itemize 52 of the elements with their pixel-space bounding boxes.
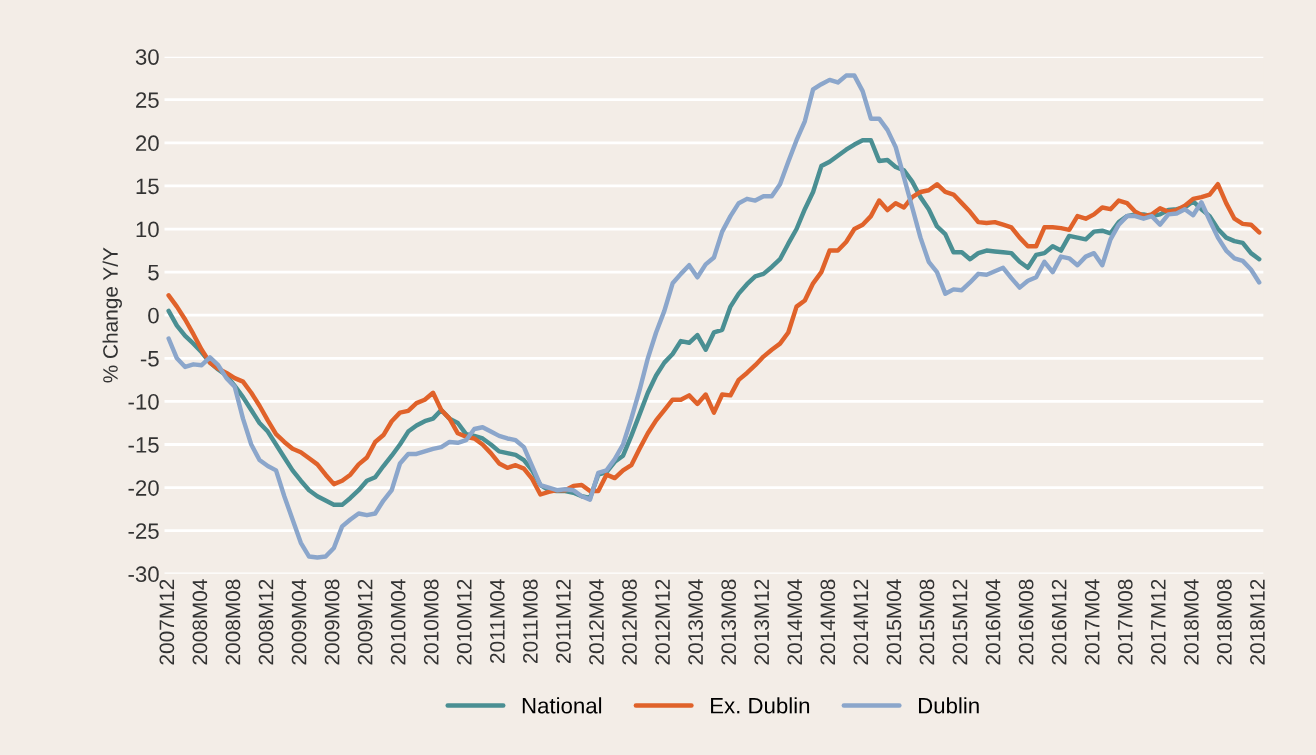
x-tick-label: 2012M04 (589, 579, 604, 665)
x-tick-label: 2017M08 (1117, 579, 1133, 665)
x-tick-label: 2015M12 (952, 579, 968, 665)
x-tick-label: 2017M12 (1150, 579, 1166, 665)
x-tick-label: 2011M12 (556, 579, 571, 663)
x-tick-label: 2014M04 (787, 579, 803, 665)
x-tick-label: 2013M04 (688, 579, 703, 665)
x-tick-label: 2010M12 (456, 579, 472, 665)
x-tick-label: 2011M04 (489, 579, 505, 663)
y-tick-label: -5 (140, 351, 159, 367)
x-tick-label: 2009M04 (291, 579, 307, 665)
x-tick-label: 2012M08 (622, 579, 637, 665)
x-tick-label: 2008M04 (192, 579, 208, 665)
y-tick-label: 0 (148, 307, 159, 324)
line-series (166, 73, 1262, 560)
y-tick-label: 10 (136, 221, 159, 238)
y-tick-label: -30 (128, 566, 159, 583)
x-tick-label: 2014M12 (853, 579, 869, 665)
y-tick-label: -25 (128, 523, 159, 539)
y-tick-label: 25 (136, 92, 159, 108)
x-tick-label: 2013M12 (754, 579, 770, 665)
y-tick-label: 20 (136, 135, 159, 152)
x-tick-label: 2013M08 (721, 579, 737, 665)
x-tick-label: 2010M04 (390, 579, 406, 665)
x-tick-label: 2016M08 (1018, 579, 1034, 665)
x-tick-label: 2009M12 (357, 579, 373, 665)
x-tick-label: 2015M04 (886, 579, 902, 665)
x-tick-label: 2008M12 (258, 579, 274, 665)
x-tick-label: 2016M12 (1051, 579, 1067, 665)
y-tick-label: -20 (128, 480, 159, 496)
y-tick-label: 15 (136, 178, 159, 195)
y-tick-label: -10 (128, 393, 159, 410)
x-tick-label: 2011M08 (523, 579, 538, 663)
y-axis-title: % Change Y/Y (102, 247, 122, 383)
x-tick-label: 2008M08 (225, 579, 241, 665)
x-tick-label: 2014M08 (820, 579, 836, 665)
y-tick-label: 5 (148, 264, 159, 281)
x-tick-label: 2017M04 (1084, 579, 1100, 665)
x-tick-label: 2018M04 (1183, 579, 1199, 665)
x-tick-label: 2010M08 (423, 579, 439, 665)
x-tick-label: 2018M08 (1217, 579, 1232, 665)
x-tick-label: 2015M08 (919, 579, 935, 665)
legend-label: Dublin (918, 697, 979, 714)
x-tick-label: 2007M12 (159, 579, 175, 665)
x-tick-label: 2018M12 (1250, 579, 1265, 665)
x-tick-label: 2016M04 (985, 579, 1001, 665)
y-tick-label: -15 (128, 437, 159, 453)
x-tick-label: 2012M12 (655, 579, 670, 665)
y-tick-label: 30 (135, 49, 159, 65)
x-tick-label: 2009M08 (324, 579, 340, 665)
legend-label: National (522, 697, 602, 714)
legend-label: Ex. Dublin (711, 697, 810, 714)
